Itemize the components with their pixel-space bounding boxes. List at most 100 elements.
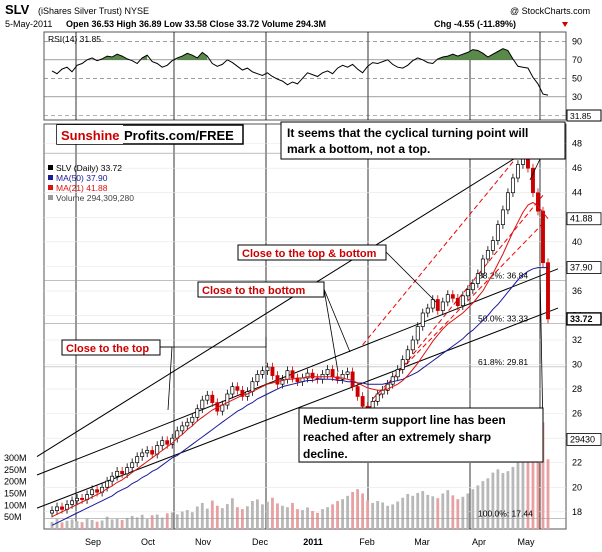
candle-body <box>125 467 130 475</box>
price-tag-label: 33.72 <box>570 314 593 324</box>
volume-tick-label: 50M <box>4 512 22 522</box>
candle-body <box>405 349 410 360</box>
volume-bar <box>546 459 550 529</box>
rsi-series-line <box>51 48 549 96</box>
volume-bar <box>346 495 349 529</box>
candle-body <box>536 192 540 212</box>
volume-bar <box>225 504 229 529</box>
top-note: It seems that the cyclical turning point… <box>280 121 566 160</box>
price-tick-label: 30 <box>572 360 582 370</box>
candle-body <box>230 386 235 395</box>
price-tick-label: 40 <box>572 237 582 247</box>
volume-bar <box>140 514 144 529</box>
volume-bar <box>531 443 535 529</box>
candle-body <box>235 386 240 391</box>
price-tick-label: 18 <box>572 507 582 517</box>
volume-bar <box>446 490 450 529</box>
volume-bar <box>426 494 430 529</box>
date-label: 5-May-2011 <box>5 19 52 29</box>
logo-sunshine: Sunshine <box>61 128 120 143</box>
volume-tick-label: 150M <box>4 488 27 498</box>
price-tick-label: 22 <box>572 458 582 468</box>
volume-bar <box>160 517 164 529</box>
volume-bar <box>536 434 540 529</box>
volume-bar <box>461 496 465 529</box>
volume-bar <box>291 502 294 529</box>
price-tag-label: 37.90 <box>570 263 593 273</box>
callout-top-leader <box>160 346 173 411</box>
candle-body <box>160 440 165 446</box>
candle-body <box>340 374 345 380</box>
candle-body <box>140 452 145 457</box>
candle-body <box>395 369 400 378</box>
callout-top-bottom-leader <box>385 251 437 303</box>
x-tick-label: 2011 <box>303 537 323 547</box>
candle-body <box>425 307 430 314</box>
volume-bar <box>431 496 435 529</box>
rsi-tick-label: 90 <box>572 36 582 46</box>
candle-body <box>390 376 395 385</box>
candle-body <box>275 375 280 385</box>
price-tick-label: 36 <box>572 286 582 296</box>
volume-bar <box>521 458 525 529</box>
candle-body <box>495 224 500 241</box>
volume-bar <box>90 519 94 529</box>
volume-bar <box>311 510 314 529</box>
rsi-tick-label: 50 <box>572 73 582 83</box>
price-tick-label: 48 <box>572 139 582 149</box>
candle-body <box>435 299 440 311</box>
candle-body <box>185 421 190 427</box>
candle-body <box>130 462 135 468</box>
down-arrow-icon <box>562 22 568 27</box>
volume-bar <box>251 501 254 529</box>
volume-bar <box>165 513 169 529</box>
volume-bar <box>316 512 319 529</box>
callout-bottom: Close to the bottom <box>197 281 325 298</box>
volume-bar <box>235 507 239 529</box>
candle-body <box>260 370 265 375</box>
volume-bar <box>396 501 400 529</box>
volume-bar <box>210 500 214 529</box>
candle-body <box>531 167 535 194</box>
candle-body <box>180 425 185 432</box>
volume-bar <box>356 489 360 529</box>
volume-bar <box>261 504 264 529</box>
volume-bar <box>195 506 199 529</box>
candle-body <box>450 294 455 299</box>
rsi-tick-label: 30 <box>572 92 582 102</box>
volume-bar <box>50 521 54 529</box>
price-tag-box <box>566 312 602 326</box>
candle-body <box>360 396 365 407</box>
volume-bar <box>301 510 304 529</box>
fib-label: 61.8%: 29.81 <box>478 357 528 367</box>
volume-bar <box>496 469 500 529</box>
legend-ma50: MA(50) 37.90 <box>56 173 108 183</box>
volume-bar <box>75 521 79 529</box>
candle-body <box>500 209 505 225</box>
candle-body <box>75 497 80 502</box>
chg-label: Chg -4.55 (-11.89%) <box>434 19 516 29</box>
volume-bar <box>100 520 104 529</box>
candle-body <box>105 480 110 488</box>
support-note-line3: decline. <box>303 447 348 461</box>
volume-bar <box>506 471 510 529</box>
volume-bar <box>476 485 480 529</box>
volume-bar <box>276 503 279 529</box>
callout-top-bottom: Close to the top & bottom <box>237 244 387 261</box>
candle-body <box>195 408 200 418</box>
fib-label: 100.0%: 17.44 <box>478 509 533 519</box>
ma50-line <box>51 267 548 526</box>
volume-bar <box>501 473 505 529</box>
legend-ma21: MA(21) 41.88 <box>56 183 108 193</box>
volume-bar <box>60 522 64 529</box>
volume-bar <box>421 491 425 529</box>
candle-body <box>465 289 470 297</box>
support-note: Medium-term support line has been reache… <box>298 407 544 463</box>
legend-swatch-slv <box>48 165 53 170</box>
volume-bar <box>105 516 109 529</box>
legend-swatch-ma50 <box>48 175 53 180</box>
volume-tick-label: 200M <box>4 477 27 487</box>
x-tick-label: Oct <box>141 537 156 547</box>
candle-body <box>541 210 545 264</box>
